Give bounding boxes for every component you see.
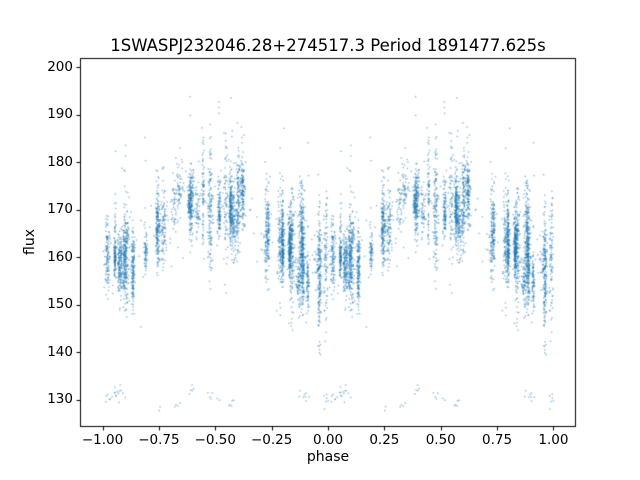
x-tick-label: 0.25	[369, 432, 400, 448]
y-tick-label: 140	[47, 343, 73, 360]
x-tick-label: 1.00	[538, 432, 569, 448]
x-axis-label: phase	[306, 449, 350, 465]
y-tick-label: 160	[47, 248, 73, 265]
y-tick-label: 190	[47, 106, 73, 123]
y-tick-label: 130	[47, 391, 73, 408]
y-tick-label: 150	[47, 296, 73, 313]
x-tick-label: −0.75	[138, 432, 180, 448]
x-tick-label: 0.50	[425, 432, 456, 448]
x-tick-label: 0.00	[312, 432, 344, 448]
y-tick-label: 170	[47, 201, 73, 218]
x-tick-label: −0.50	[194, 432, 236, 448]
plot-title: 1SWASPJ232046.28+274517.3 Period 1891477…	[110, 36, 546, 55]
x-tick-label: 0.75	[482, 432, 513, 448]
y-tick-label: 180	[47, 153, 73, 170]
x-tick-label: −0.25	[250, 432, 293, 448]
x-tick-label: −1.00	[81, 432, 124, 448]
y-tick-label: 200	[47, 58, 73, 75]
